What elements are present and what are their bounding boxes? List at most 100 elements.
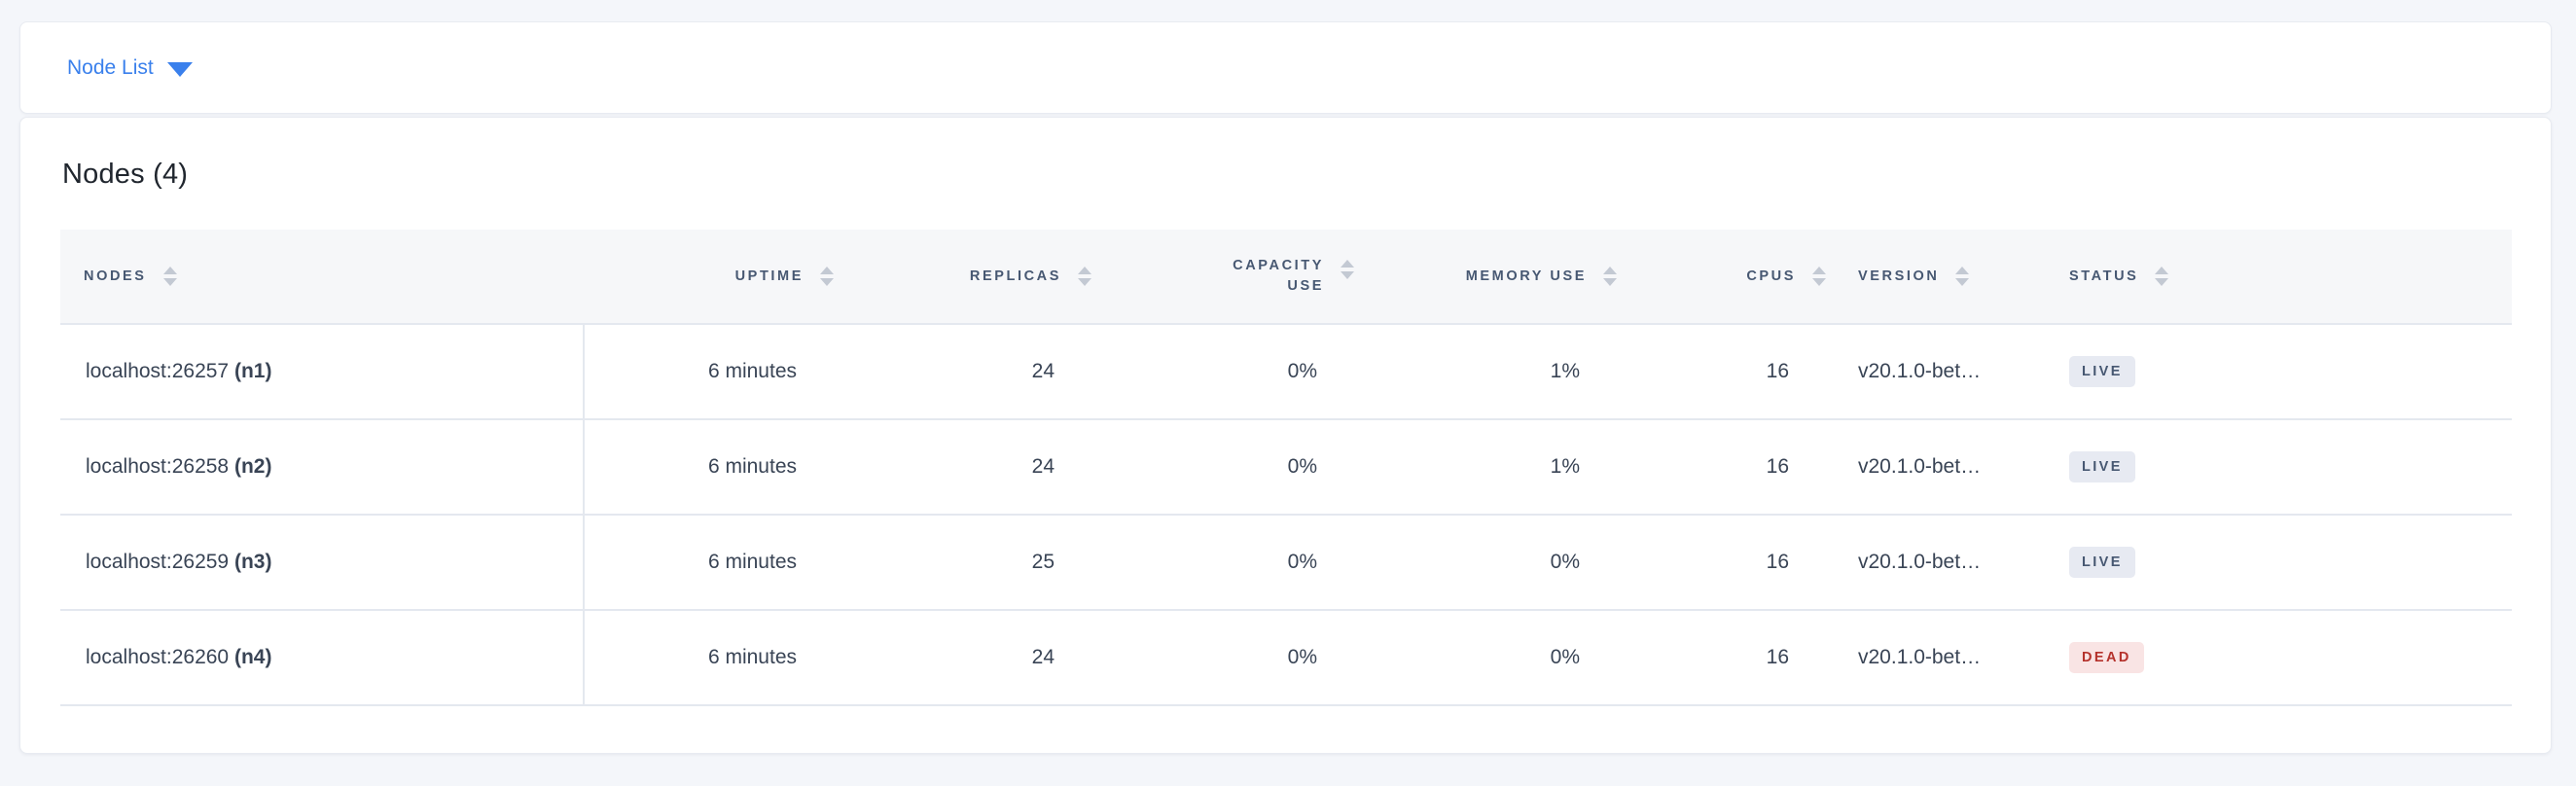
table-header: NODES UPTIME REPLICAS CAPACITY USE MEMORY US… — [60, 230, 2512, 325]
cell-version: v20.1.0-bet… — [1834, 515, 2067, 611]
sort-up-icon — [820, 267, 834, 274]
sort-down-icon — [162, 278, 177, 286]
column-header-label: NODES — [84, 268, 147, 284]
status-badge: LIVE — [2069, 355, 2135, 388]
cell-memory_use: 0% — [1362, 515, 1625, 611]
status-badge: LIVE — [2069, 450, 2135, 483]
column-header-inner: STATUS — [2067, 267, 2512, 286]
node-address: localhost:26258 — [86, 455, 230, 478]
column-header-label: MEMORY USE — [1465, 268, 1587, 284]
sort-arrows-icon — [1955, 267, 1970, 286]
cell-replicas: 24 — [841, 419, 1099, 516]
column-header-label: VERSION — [1858, 268, 1940, 284]
node-id: (n4) — [233, 646, 272, 668]
sort-arrows-icon — [820, 267, 834, 286]
sort-up-icon — [162, 267, 177, 274]
column-header-label: STATUS — [2069, 268, 2139, 284]
cell-replicas: 24 — [841, 324, 1099, 420]
cell-memory_use: 1% — [1362, 324, 1625, 420]
cell-uptime: 6 minutes — [584, 324, 841, 420]
cell-capacity_use: 0% — [1099, 515, 1362, 611]
node-id: (n1) — [233, 360, 272, 382]
sort-down-icon — [1812, 278, 1826, 286]
cell-cpus: 16 — [1625, 610, 1834, 706]
sort-arrows-icon — [1078, 267, 1091, 286]
column-header-nodes[interactable]: NODES — [60, 230, 584, 325]
cell-nodes: localhost:26258 (n2) — [60, 419, 585, 516]
topbar: Node List — [19, 21, 2552, 114]
node-address: localhost:26259 — [86, 551, 230, 573]
sort-arrows-icon — [1603, 267, 1617, 286]
cell-capacity_use: 0% — [1099, 610, 1362, 706]
column-header-inner: CPUS — [1625, 267, 1834, 286]
table-row: localhost:26260 (n4) 6 minutes 24 0% 0% 16 v20… — [60, 610, 2512, 706]
sort-up-icon — [1078, 267, 1091, 274]
table-row: localhost:26258 (n2) 6 minutes 24 0% 1% 16 v20… — [60, 419, 2512, 516]
cell-cpus: 16 — [1625, 419, 1834, 516]
cell-memory_use: 1% — [1362, 419, 1625, 516]
column-header-label: UPTIME — [734, 268, 804, 284]
cell-status: DEAD — [2067, 610, 2512, 706]
caret-down-icon — [166, 61, 193, 77]
cell-memory_use: 0% — [1362, 610, 1625, 706]
sort-up-icon — [2155, 267, 2169, 274]
column-header-label: CAPACITY USE — [1233, 257, 1324, 294]
sort-up-icon — [1955, 267, 1970, 274]
table-row: localhost:26259 (n3) 6 minutes 25 0% 0% 16 v20… — [60, 515, 2512, 611]
cell-cpus: 16 — [1625, 324, 1834, 420]
sort-down-icon — [1603, 278, 1617, 286]
cell-status: LIVE — [2067, 419, 2512, 516]
cell-replicas: 25 — [841, 515, 1099, 611]
sort-down-icon — [820, 278, 834, 286]
page-title: Nodes (4) — [62, 159, 189, 190]
column-header-replicas[interactable]: REPLICAS — [841, 230, 1099, 325]
node-address: localhost:26260 — [86, 646, 230, 668]
cell-uptime: 6 minutes — [584, 419, 841, 516]
cell-version: v20.1.0-bet… — [1834, 610, 2067, 706]
cell-capacity_use: 0% — [1099, 419, 1362, 516]
column-header-inner: NODES — [60, 267, 584, 286]
column-header-inner: REPLICAS — [841, 267, 1099, 286]
cell-replicas: 24 — [841, 610, 1099, 706]
column-header-label: CPUS — [1746, 268, 1796, 284]
sort-arrows-icon — [1812, 267, 1826, 286]
cell-status: LIVE — [2067, 324, 2512, 420]
cell-cpus: 16 — [1625, 515, 1834, 611]
cell-uptime: 6 minutes — [584, 515, 841, 611]
column-header-cpus[interactable]: CPUS — [1625, 230, 1834, 325]
sort-arrows-icon — [2155, 267, 2169, 286]
node-id: (n3) — [233, 551, 272, 573]
cell-version: v20.1.0-bet… — [1834, 419, 2067, 516]
column-header-uptime[interactable]: UPTIME — [584, 230, 841, 325]
sort-down-icon — [1955, 278, 1970, 286]
sort-up-icon — [1341, 259, 1354, 268]
cell-nodes: localhost:26259 (n3) — [60, 515, 585, 611]
cell-capacity_use: 0% — [1099, 324, 1362, 420]
cell-version: v20.1.0-bet… — [1834, 324, 2067, 420]
sort-down-icon — [2155, 278, 2169, 286]
sort-down-icon — [1078, 278, 1091, 286]
table-row: localhost:26257 (n1) 6 minutes 24 0% 1% 16 v20… — [60, 324, 2512, 420]
cell-status: LIVE — [2067, 515, 2512, 611]
cell-nodes: localhost:26257 (n1) — [60, 324, 585, 420]
column-header-inner: MEMORY USE — [1362, 267, 1625, 286]
page: Node List Nodes (4) NODES UPTIME REPLICAS C… — [19, 21, 2552, 754]
node-list-dropdown[interactable]: Node List — [67, 56, 193, 80]
column-header-memory_use[interactable]: MEMORY USE — [1362, 230, 1625, 325]
column-header-inner: UPTIME — [584, 267, 841, 286]
column-header-label: REPLICAS — [969, 268, 1061, 284]
column-header-status[interactable]: STATUS — [2067, 230, 2512, 325]
column-header-version[interactable]: VERSION — [1834, 230, 2067, 325]
sort-arrows-icon — [1341, 259, 1354, 279]
nodes-card: Nodes (4) NODES UPTIME REPLICAS CAPACITY US… — [19, 117, 2552, 754]
column-header-capacity_use[interactable]: CAPACITY USE — [1099, 230, 1362, 325]
sort-up-icon — [1603, 267, 1617, 274]
status-badge: DEAD — [2069, 641, 2144, 674]
cell-uptime: 6 minutes — [584, 610, 841, 706]
status-badge: LIVE — [2069, 546, 2135, 579]
sort-up-icon — [1812, 267, 1826, 274]
node-list-dropdown-label: Node List — [67, 55, 154, 79]
cell-nodes: localhost:26260 (n4) — [60, 610, 585, 706]
column-header-inner: CAPACITY USE — [1099, 256, 1362, 297]
sort-down-icon — [1341, 270, 1354, 279]
